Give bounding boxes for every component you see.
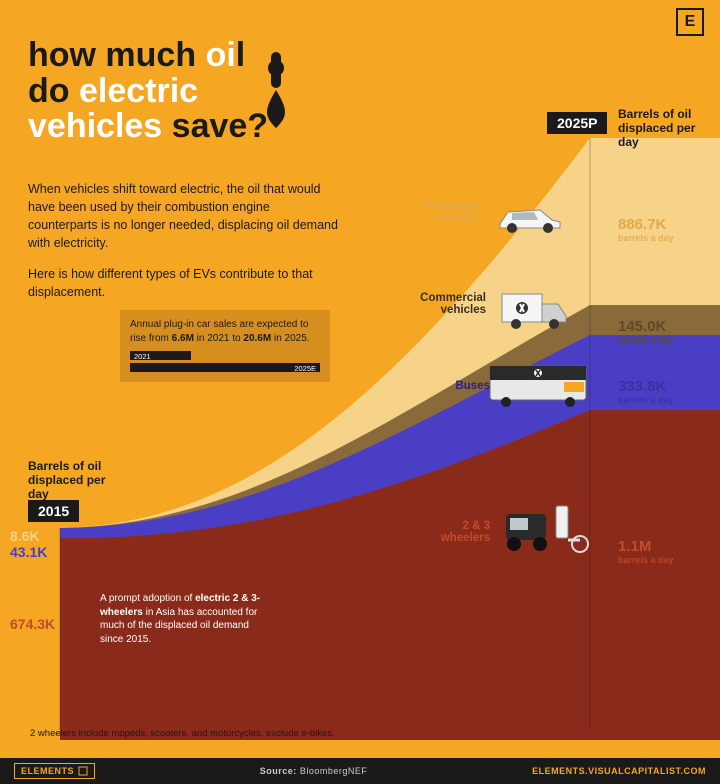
val-2015-twothree: 674.3K	[10, 616, 55, 632]
val-unit: barrels a day	[618, 335, 674, 345]
sales-callout: Annual plug-in car sales are expected to…	[120, 310, 330, 382]
val-unit: barrels a day	[618, 395, 674, 405]
val-2025-buses: 333.8K barrels a day	[618, 378, 674, 405]
footer-bar: ELEMENTS Source: BloombergNEF ELEMENTS.V…	[0, 758, 720, 784]
val-2015-passenger: 8.6K	[10, 528, 40, 544]
series-label-passenger: Passenger vehicles	[400, 200, 480, 224]
infographic-canvas: E how much oil do electric vehicles save…	[0, 0, 720, 784]
brand-badge: E	[676, 8, 704, 36]
footnote: 2 wheelers include mopeds, scooters, and…	[30, 728, 335, 739]
adoption-note: A prompt adoption of electric 2 & 3-whee…	[100, 592, 270, 646]
footer-source-label: Source:	[260, 766, 297, 776]
y-axis-label-right: Barrels of oil displaced per day	[618, 108, 703, 149]
title-seg-hl: oi	[206, 36, 236, 74]
footer-source-value: BloombergNEF	[300, 766, 368, 776]
callout-bar-2025: 2025E	[130, 363, 320, 372]
callout-bold: 20.6M	[243, 333, 271, 344]
bar-label: 2021	[134, 352, 151, 361]
title-seg: do	[28, 72, 79, 110]
callout-seg: in 2025.	[271, 333, 309, 344]
oil-drop-icon	[256, 52, 296, 132]
car-icon	[490, 198, 570, 238]
callout-bold: 6.6M	[172, 333, 194, 344]
footer-brand: ELEMENTS	[14, 763, 95, 779]
y-axis-label-left: Barrels of oil displaced per day	[28, 460, 128, 501]
val-2015-buses: 43.1K	[10, 544, 47, 560]
val-2025-twothree: 1.1M barrels a day	[618, 538, 674, 565]
series-label-twothree: 2 & 3 wheelers	[430, 520, 490, 544]
stacked-area-chart	[0, 130, 720, 740]
title-seg: how much	[28, 36, 206, 74]
footer-brand-text: ELEMENTS	[21, 766, 74, 776]
year-badge-2015: 2015	[28, 500, 79, 522]
footer-site: ELEMENTS.VISUALCAPITALIST.COM	[532, 766, 706, 776]
year-badge-2025: 2025P	[547, 112, 607, 134]
footer-brand-icon	[78, 766, 88, 776]
truck-icon	[496, 286, 576, 336]
val-unit: barrels a day	[618, 555, 674, 565]
rickshaw-icon	[500, 500, 600, 560]
series-label-buses: Buses	[440, 380, 490, 392]
title-seg: l	[236, 36, 245, 74]
callout-text: Annual plug-in car sales are expected to…	[130, 318, 320, 345]
bar-label: 2025E	[294, 364, 316, 373]
val-num: 333.8K	[618, 378, 674, 395]
series-label-commercial: Commercial vehicles	[398, 292, 486, 316]
note-seg: A prompt adoption of	[100, 593, 195, 604]
val-2025-passenger: 886.7K barrels a day	[618, 216, 674, 243]
bus-icon	[486, 358, 596, 413]
footer-source: Source: BloombergNEF	[260, 766, 368, 776]
val-num: 1.1M	[618, 538, 674, 555]
val-unit: barrels a day	[618, 233, 674, 243]
val-num: 145.0K	[618, 318, 674, 335]
val-2025-commercial: 145.0K barrels a day	[618, 318, 674, 345]
callout-seg: in 2021 to	[194, 333, 243, 344]
callout-bar-2021: 2021	[130, 351, 320, 360]
val-num: 886.7K	[618, 216, 674, 233]
title-seg-hl: electric	[79, 72, 198, 110]
